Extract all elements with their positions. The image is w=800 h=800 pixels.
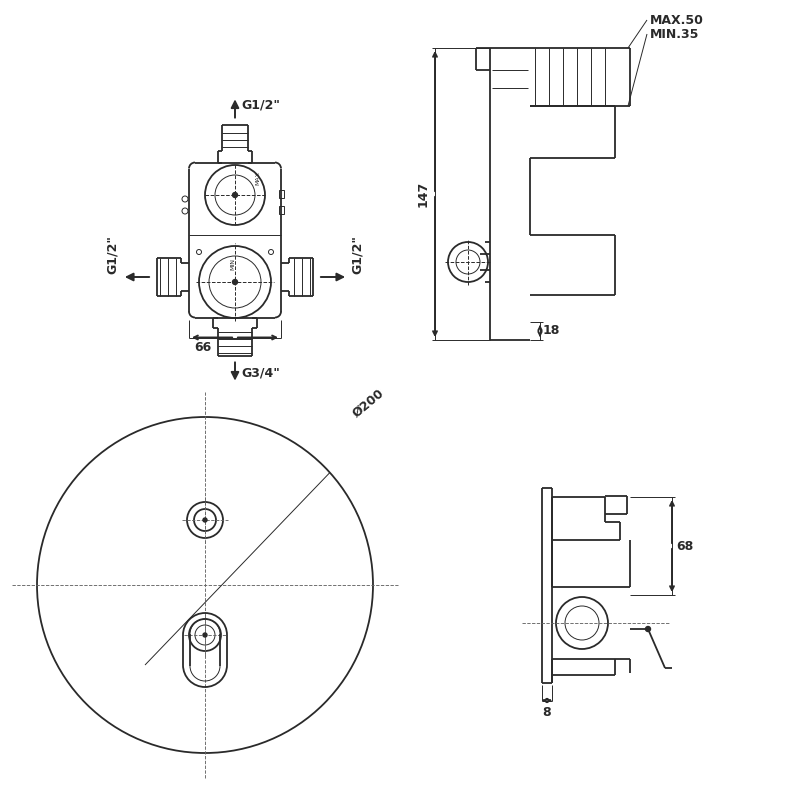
Circle shape: [646, 626, 650, 631]
Text: MAX.50: MAX.50: [650, 14, 704, 26]
Text: 68: 68: [676, 539, 694, 553]
Text: G1/2": G1/2": [106, 235, 119, 274]
Text: MIN: MIN: [230, 258, 235, 270]
Text: MAX: MAX: [255, 171, 261, 185]
Text: MIN.35: MIN.35: [650, 27, 699, 41]
Text: 18: 18: [543, 325, 560, 338]
Text: 66: 66: [194, 341, 211, 354]
Circle shape: [203, 518, 207, 522]
Circle shape: [203, 633, 207, 637]
Text: 147: 147: [417, 181, 430, 207]
Text: G1/2": G1/2": [241, 98, 280, 111]
Circle shape: [233, 193, 238, 198]
Text: G1/2": G1/2": [351, 235, 364, 274]
Text: Ø200: Ø200: [350, 386, 386, 420]
Bar: [279, 190, 284, 198]
Bar: [279, 206, 284, 214]
Circle shape: [233, 279, 238, 285]
Text: 8: 8: [542, 706, 551, 719]
Text: G3/4": G3/4": [241, 367, 280, 380]
